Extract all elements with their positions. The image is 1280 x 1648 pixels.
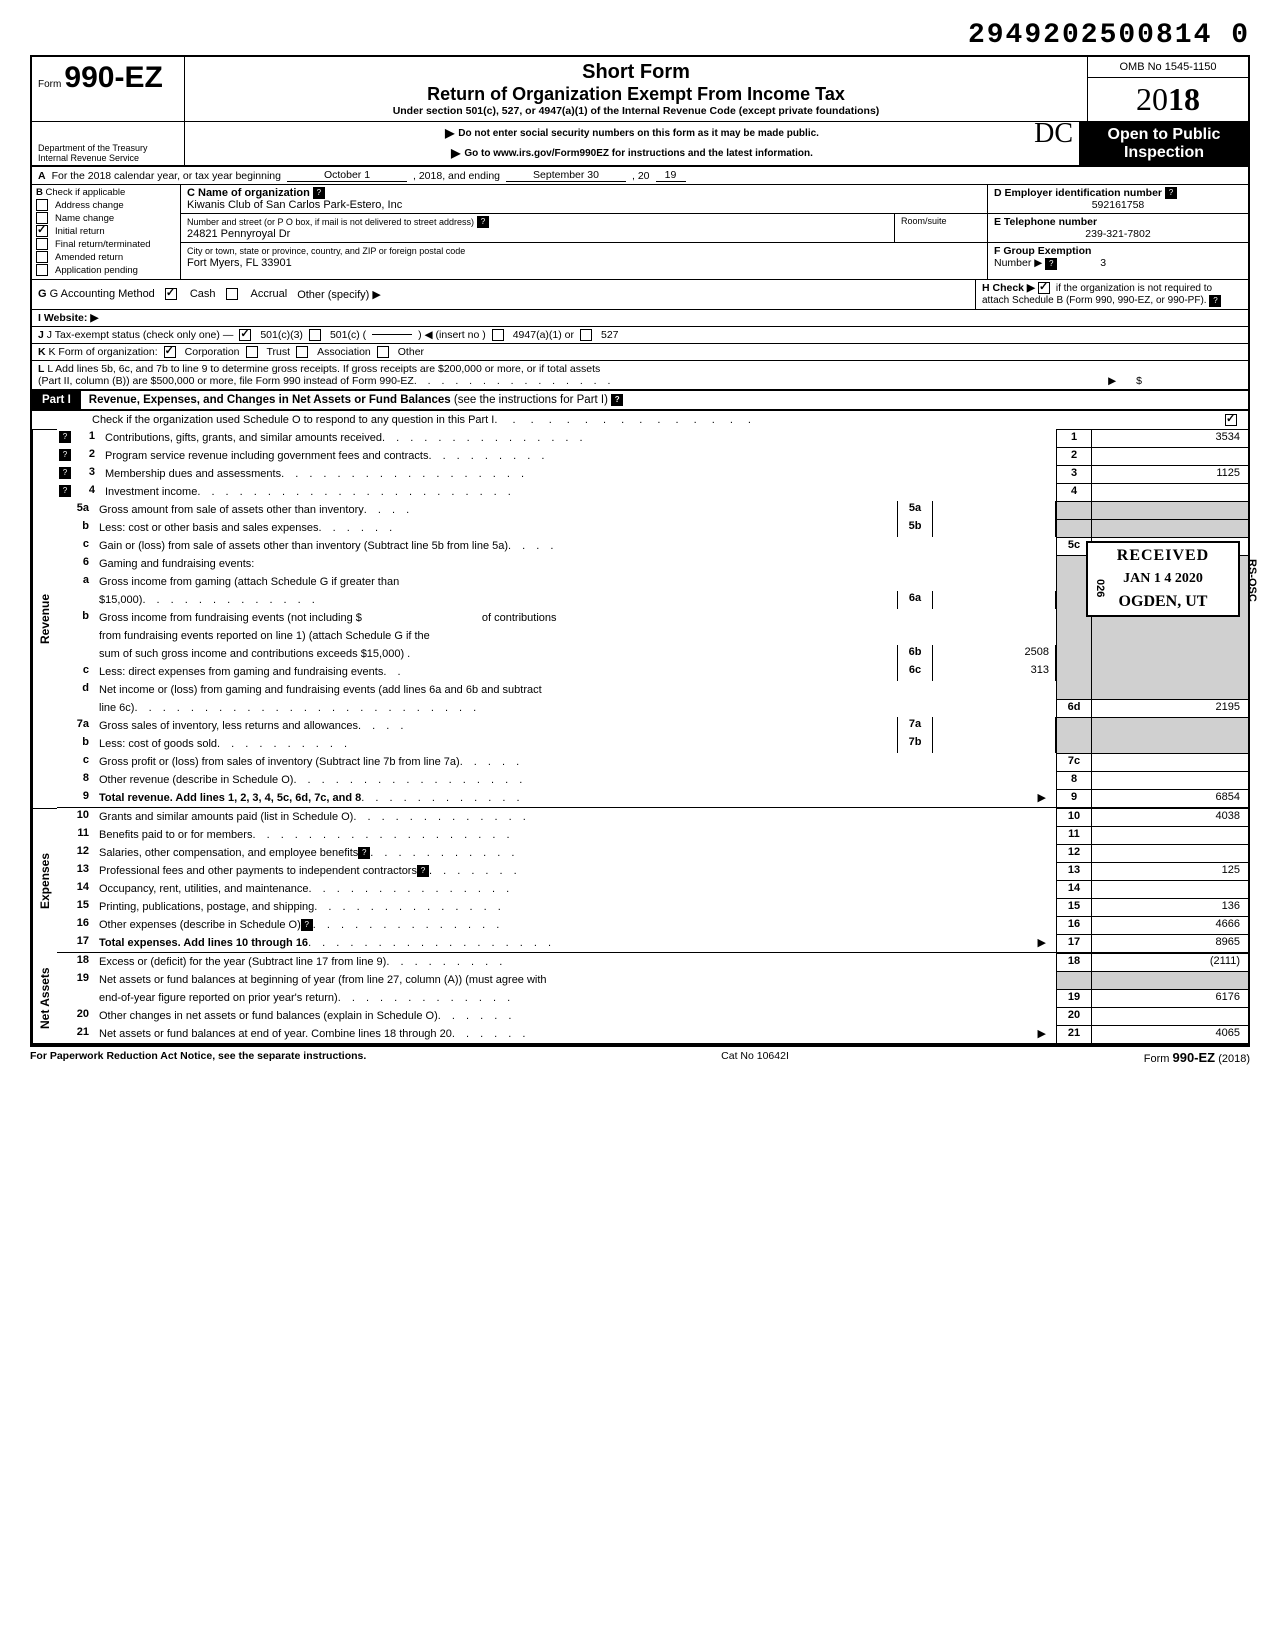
schedule-b-checkbox[interactable] [1038, 282, 1050, 294]
501c-checkbox[interactable] [309, 329, 321, 341]
catalog-number: Cat No 10642I [721, 1050, 789, 1065]
open-to-public: Open to Public Inspection [1079, 122, 1248, 165]
section-c-label: C Name of organization [187, 187, 310, 199]
form-prefix: Form [38, 79, 61, 90]
accrual-checkbox[interactable] [226, 288, 238, 300]
stamp-code-2: RS-OSC [1246, 559, 1258, 602]
room-suite-label: Room/suite [894, 214, 987, 242]
form-name: 990-EZ [64, 61, 162, 94]
line-3-amount: 1125 [1092, 465, 1248, 483]
ein-value: 592161758 [994, 199, 1242, 211]
help-icon: ? [59, 467, 71, 479]
section-e-label: E Telephone number [994, 216, 1097, 228]
schedule-o-checkbox[interactable] [1225, 414, 1237, 426]
help-icon: ? [313, 187, 325, 199]
application-pending-checkbox[interactable] [36, 264, 48, 276]
line-6b-amount: 2508 [933, 645, 1056, 663]
street-address: 24821 Pennyroyal Dr [187, 228, 290, 240]
instructions-row: Department of the Treasury Internal Reve… [30, 121, 1250, 167]
net-assets-side-label: Net Assets [32, 953, 57, 1043]
paperwork-notice: For Paperwork Reduction Act Notice, see … [30, 1050, 366, 1065]
line-6c-amount: 313 [933, 663, 1056, 681]
line-18-amount: (2111) [1092, 953, 1248, 971]
group-exemption-value: 3 [1100, 257, 1106, 269]
section-f-label: F Group Exemption [994, 245, 1091, 257]
revenue-side-label: Revenue [32, 429, 57, 808]
form-lines: Revenue ?1Contributions, gifts, grants, … [30, 429, 1250, 1045]
end-year: 19 [656, 169, 686, 182]
line-13-amount: 125 [1092, 862, 1248, 880]
section-d-label: D Employer identification number [994, 187, 1162, 199]
help-icon: ? [1045, 258, 1057, 270]
527-checkbox[interactable] [580, 329, 592, 341]
final-return-checkbox[interactable] [36, 238, 48, 250]
501c3-checkbox[interactable] [239, 329, 251, 341]
help-icon: ? [59, 449, 71, 461]
form-header: Form 990-EZ Short Form Return of Organiz… [30, 55, 1250, 121]
line-l-text2: (Part II, column (B)) are $500,000 or mo… [38, 375, 414, 387]
handwritten-initials: DC [1034, 118, 1073, 150]
omb-number: OMB No 1545-1150 [1088, 57, 1248, 78]
amended-return-checkbox[interactable] [36, 251, 48, 263]
city-label: City or town, state or province, country… [187, 246, 465, 256]
help-icon: ? [1165, 187, 1177, 199]
help-icon: ? [301, 919, 313, 931]
line-9-amount: 6854 [1092, 789, 1248, 807]
address-change-checkbox[interactable] [36, 199, 48, 211]
line-1-amount: 3534 [1092, 429, 1248, 447]
line-2-amount [1092, 447, 1248, 465]
other-org-checkbox[interactable] [377, 346, 389, 358]
ssn-warning: Do not enter social security numbers on … [458, 128, 819, 139]
website-label: I Website: ▶ [38, 312, 98, 324]
help-icon: ? [477, 216, 489, 228]
line-l-text1: L Add lines 5b, 6c, and 7b to line 9 to … [47, 363, 600, 375]
document-number: 2949202500814 0 [30, 20, 1250, 51]
website-instruction: Go to www.irs.gov/Form990EZ for instruct… [464, 148, 813, 159]
begin-date: October 1 [287, 169, 407, 182]
line-10-amount: 4038 [1092, 808, 1248, 826]
help-icon: ? [358, 847, 370, 859]
association-checkbox[interactable] [296, 346, 308, 358]
part-1-header: Part I Revenue, Expenses, and Changes in… [30, 391, 1250, 411]
dept-treasury: Department of the Treasury [38, 143, 178, 153]
address-label: Number and street (or P O box, if mail i… [187, 217, 474, 227]
stamp-code-1: 026 [1094, 579, 1106, 597]
4947-checkbox[interactable] [492, 329, 504, 341]
help-icon: ? [417, 865, 429, 877]
line-21-amount: 4065 [1092, 1025, 1248, 1043]
initial-return-checkbox[interactable] [36, 225, 48, 237]
part-1-check: Check if the organization used Schedule … [30, 411, 1250, 429]
help-icon: ? [1209, 295, 1221, 307]
corporation-checkbox[interactable] [164, 346, 176, 358]
subtitle: Under section 501(c), 527, or 4947(a)(1)… [195, 105, 1077, 117]
expenses-side-label: Expenses [32, 808, 57, 953]
dept-irs: Internal Revenue Service [38, 153, 178, 163]
city-state-zip: Fort Myers, FL 33901 [187, 257, 292, 269]
page-footer: For Paperwork Reduction Act Notice, see … [30, 1045, 1250, 1068]
line-6d-amount: 2195 [1092, 699, 1248, 717]
line-16-amount: 4666 [1092, 916, 1248, 934]
tax-year: 2018 [1088, 78, 1248, 121]
phone-value: 239-321-7802 [994, 228, 1242, 240]
trust-checkbox[interactable] [246, 346, 258, 358]
line-15-amount: 136 [1092, 898, 1248, 916]
org-name: Kiwanis Club of San Carlos Park-Estero, … [187, 199, 402, 211]
line-4-amount [1092, 483, 1248, 501]
section-b-label: Check if applicable [46, 187, 126, 198]
help-icon: ? [59, 485, 71, 497]
main-title: Return of Organization Exempt From Incom… [195, 84, 1077, 105]
line-19-amount: 6176 [1092, 989, 1248, 1007]
line-a-text: For the 2018 calendar year, or tax year … [52, 170, 281, 182]
received-stamp: RECEIVED JAN 1 4 2020 OGDEN, UT [1086, 541, 1240, 617]
line-17-amount: 8965 [1092, 934, 1248, 952]
help-icon: ? [59, 431, 71, 443]
filer-info-block: A For the 2018 calendar year, or tax yea… [30, 167, 1250, 390]
end-month: September 30 [506, 169, 626, 182]
short-form-label: Short Form [195, 61, 1077, 84]
help-icon: ? [611, 394, 623, 406]
cash-checkbox[interactable] [165, 288, 177, 300]
